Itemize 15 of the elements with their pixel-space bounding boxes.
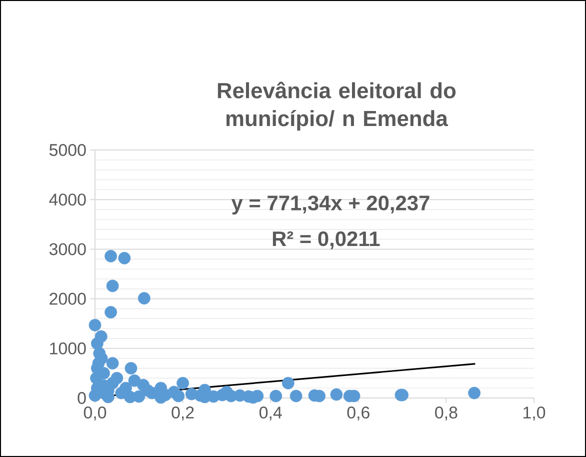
x-tick-label: 0,2: [172, 406, 194, 421]
y-tick-label: 2000: [50, 292, 86, 305]
x-tick-label: 1,0: [524, 406, 546, 421]
x-tick-label: 0,6: [347, 406, 370, 421]
x-tick-label: 0,8: [435, 406, 458, 421]
x-tick-label: 0,0: [84, 406, 106, 421]
y-tick-label: 5000: [49, 144, 86, 156]
annotation: R² = 0,0211: [272, 231, 380, 250]
y-tick-label: 0: [78, 392, 86, 404]
annotation: y = 771,34x + 20,237: [231, 196, 430, 215]
y-tick-label: 3000: [49, 243, 86, 256]
y-tick-label: 1000: [50, 342, 86, 354]
y-tick-label: 4000: [49, 194, 86, 206]
x-tick-label: 0,4: [259, 406, 282, 421]
chart-title: Relevância eleitoral do município/ n Emenda: [218, 82, 456, 131]
